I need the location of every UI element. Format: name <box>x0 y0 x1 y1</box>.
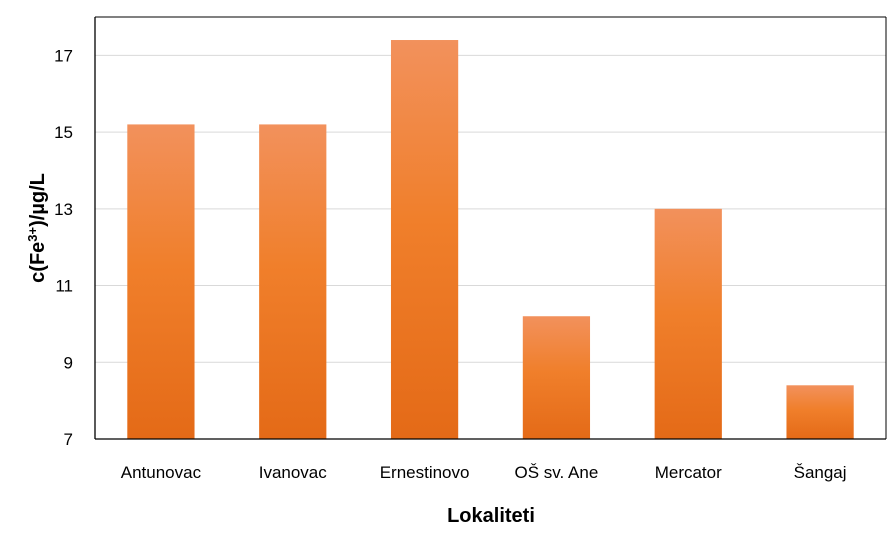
y-tick-label: 13 <box>54 200 73 219</box>
y-tick-label: 11 <box>55 277 73 296</box>
y-tick-label: 9 <box>64 353 73 372</box>
tick-labels: 7 9 11 13 15 17 Antunovac Ivanovac Ernestinovo OŠ… <box>54 46 846 482</box>
x-tick-label: OŠ sv. Ane <box>515 463 599 482</box>
bar <box>786 385 854 439</box>
bar <box>127 124 195 439</box>
x-tick-label: Ivanovac <box>259 463 328 482</box>
x-tick-label: Antunovac <box>121 463 202 482</box>
bar <box>259 124 327 439</box>
y-axis-title-superscript: 3+ <box>25 226 40 241</box>
y-tick-label: 15 <box>54 123 73 142</box>
axes <box>94 16 887 440</box>
y-axis-title-suffix: )/µg/L <box>27 173 49 227</box>
x-tick-label: Šangaj <box>794 463 847 482</box>
x-axis-title: Lokaliteti <box>447 505 535 527</box>
y-tick-label: 7 <box>64 430 73 449</box>
x-tick-label: Mercator <box>655 463 722 482</box>
y-axis-title-prefix: c(Fe <box>27 242 49 283</box>
x-tick-label: Ernestinovo <box>380 463 470 482</box>
bars <box>127 40 854 439</box>
y-tick-label: 17 <box>54 46 73 65</box>
bar <box>390 40 459 439</box>
gridlines <box>95 54 886 363</box>
bar <box>654 208 722 439</box>
y-axis-title: c(Fe3+)/µg/L <box>25 173 50 283</box>
bar <box>522 316 591 439</box>
